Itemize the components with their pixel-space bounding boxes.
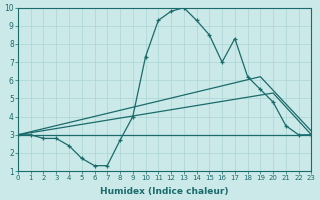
X-axis label: Humidex (Indice chaleur): Humidex (Indice chaleur): [100, 187, 229, 196]
